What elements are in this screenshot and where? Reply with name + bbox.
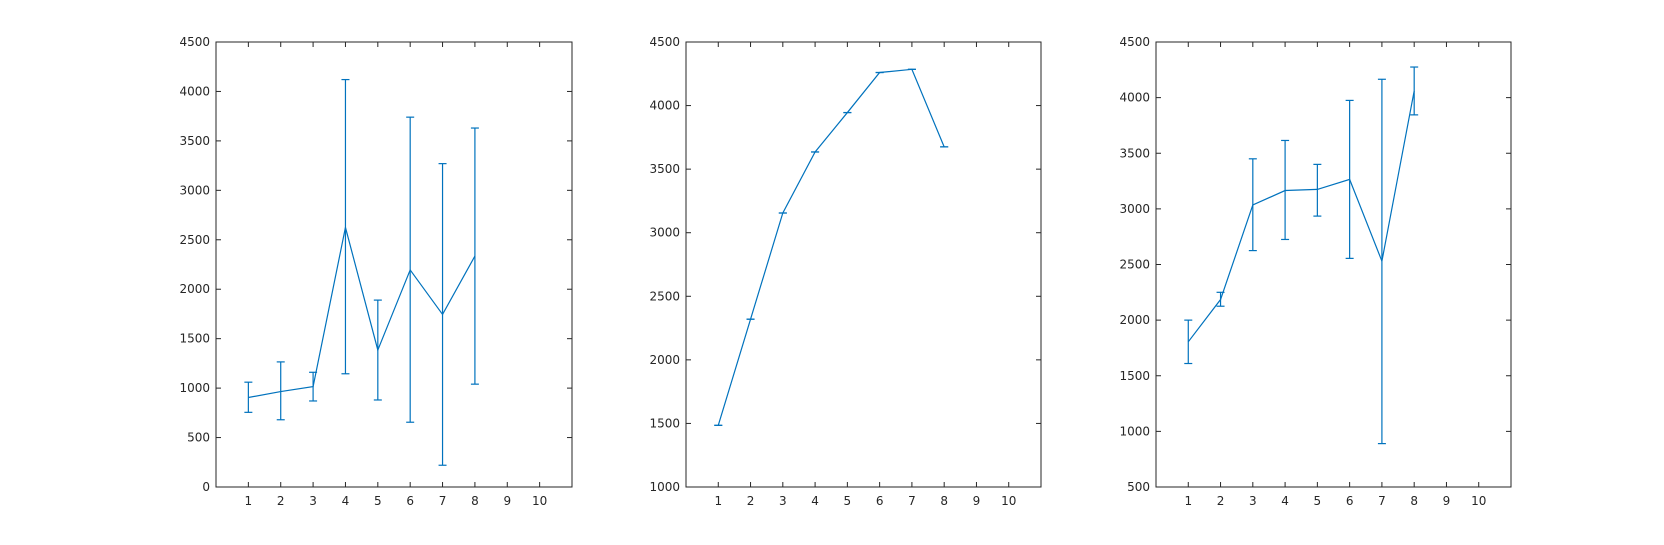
- y-tick-label: 0: [202, 480, 210, 494]
- x-tick-label: 1: [714, 494, 722, 508]
- y-tick-label: 2500: [1119, 258, 1150, 272]
- x-tick-label: 5: [1314, 494, 1322, 508]
- x-tick-label: 10: [1001, 494, 1016, 508]
- error-bar-point: [373, 299, 382, 401]
- x-tick-label: 6: [876, 494, 884, 508]
- error-bar-point: [341, 78, 350, 375]
- x-tick-label: 7: [908, 494, 916, 508]
- x-tick-label: 3: [1249, 494, 1257, 508]
- x-tick-label: 6: [406, 494, 414, 508]
- x-tick-label: 4: [342, 494, 350, 508]
- error-bar-point: [1345, 99, 1354, 259]
- axes-box: [685, 41, 1042, 488]
- error-bar-point: [1216, 291, 1225, 307]
- error-bar-point: [406, 116, 415, 423]
- y-tick-label: 3500: [1119, 146, 1150, 160]
- x-tick-label: 4: [811, 494, 819, 508]
- error-bar-point: [1281, 139, 1290, 241]
- y-tick-label: 2500: [649, 289, 680, 303]
- y-tick-label: 2000: [649, 353, 680, 367]
- y-tick-label: 3500: [179, 134, 210, 148]
- y-tick-label: 500: [1127, 480, 1150, 494]
- error-bar-point: [470, 127, 479, 385]
- x-tick-label: 7: [1378, 494, 1386, 508]
- series-line: [1187, 90, 1415, 343]
- error-bar-point: [309, 371, 318, 402]
- y-tick-label: 1500: [1119, 369, 1150, 383]
- y-tick-label: 2000: [1119, 313, 1150, 327]
- chart-panel-2: 1 2 3 4 5 6 7 8 9 10 1000 1500 2000 2500 3000 3500 4000 4…: [649, 35, 1042, 508]
- y-tick-label: 4000: [1119, 91, 1150, 105]
- y-tick-label: 1000: [179, 381, 210, 395]
- y-tick-label: 3500: [649, 162, 680, 176]
- series-line: [248, 227, 476, 399]
- x-tick-label: 9: [1443, 494, 1451, 508]
- y-tick-label: 2000: [179, 282, 210, 296]
- series-line: [717, 68, 945, 426]
- x-tick-label: 8: [940, 494, 948, 508]
- x-tick-label: 5: [374, 494, 382, 508]
- x-tick-label: 1: [245, 494, 253, 508]
- error-bar-point: [438, 163, 447, 466]
- x-tick-label: 2: [277, 494, 285, 508]
- x-tick-label: 3: [309, 494, 317, 508]
- y-tick-label: 3000: [179, 183, 210, 197]
- error-bar-point: [244, 381, 253, 413]
- chart-panel-1: 1 2 3 4 5 6 7 8 9 10 0 500 1000 1500 2000 2500 3000 3500 4…: [179, 35, 573, 508]
- error-bar-point: [1313, 163, 1322, 217]
- x-tick-label: 8: [1410, 494, 1418, 508]
- x-tick-label: 1: [1184, 494, 1192, 508]
- error-bar-point: [1410, 66, 1419, 116]
- x-tick-label: 9: [503, 494, 511, 508]
- x-tick-label: 5: [844, 494, 852, 508]
- y-tick-label: 1000: [1119, 424, 1150, 438]
- x-tick-label: 2: [747, 494, 755, 508]
- y-tick-label: 3000: [1119, 202, 1150, 216]
- y-tick-label: 4500: [179, 35, 210, 49]
- axes-box: [1155, 41, 1512, 488]
- y-tick-label: 500: [187, 431, 210, 445]
- x-tick-label: 3: [779, 494, 787, 508]
- y-tick-label: 1500: [179, 332, 210, 346]
- x-tick-label: 10: [532, 494, 547, 508]
- error-bar-point: [276, 361, 285, 421]
- y-tick-label: 3000: [649, 226, 680, 240]
- error-bar-point: [1184, 319, 1193, 365]
- y-tick-label: 4000: [649, 99, 680, 113]
- x-tick-label: 7: [439, 494, 447, 508]
- y-tick-label: 4500: [1119, 35, 1150, 49]
- y-tick-label: 1000: [649, 480, 680, 494]
- y-tick-label: 1500: [649, 416, 680, 430]
- axes-box: [215, 41, 573, 488]
- x-tick-label: 4: [1281, 494, 1289, 508]
- x-tick-label: 6: [1346, 494, 1354, 508]
- error-bar-point: [1248, 158, 1257, 252]
- y-tick-label: 4500: [649, 35, 680, 49]
- chart-panel-3: 1 2 3 4 5 6 7 8 9 10 500 1000 1500 2000 2500 3000 3500 40…: [1119, 35, 1512, 508]
- x-tick-label: 8: [471, 494, 479, 508]
- y-tick-label: 4000: [179, 84, 210, 98]
- y-tick-label: 2500: [179, 233, 210, 247]
- x-tick-label: 10: [1471, 494, 1486, 508]
- x-tick-label: 9: [973, 494, 981, 508]
- error-bar-point: [1377, 78, 1386, 445]
- x-tick-label: 2: [1217, 494, 1225, 508]
